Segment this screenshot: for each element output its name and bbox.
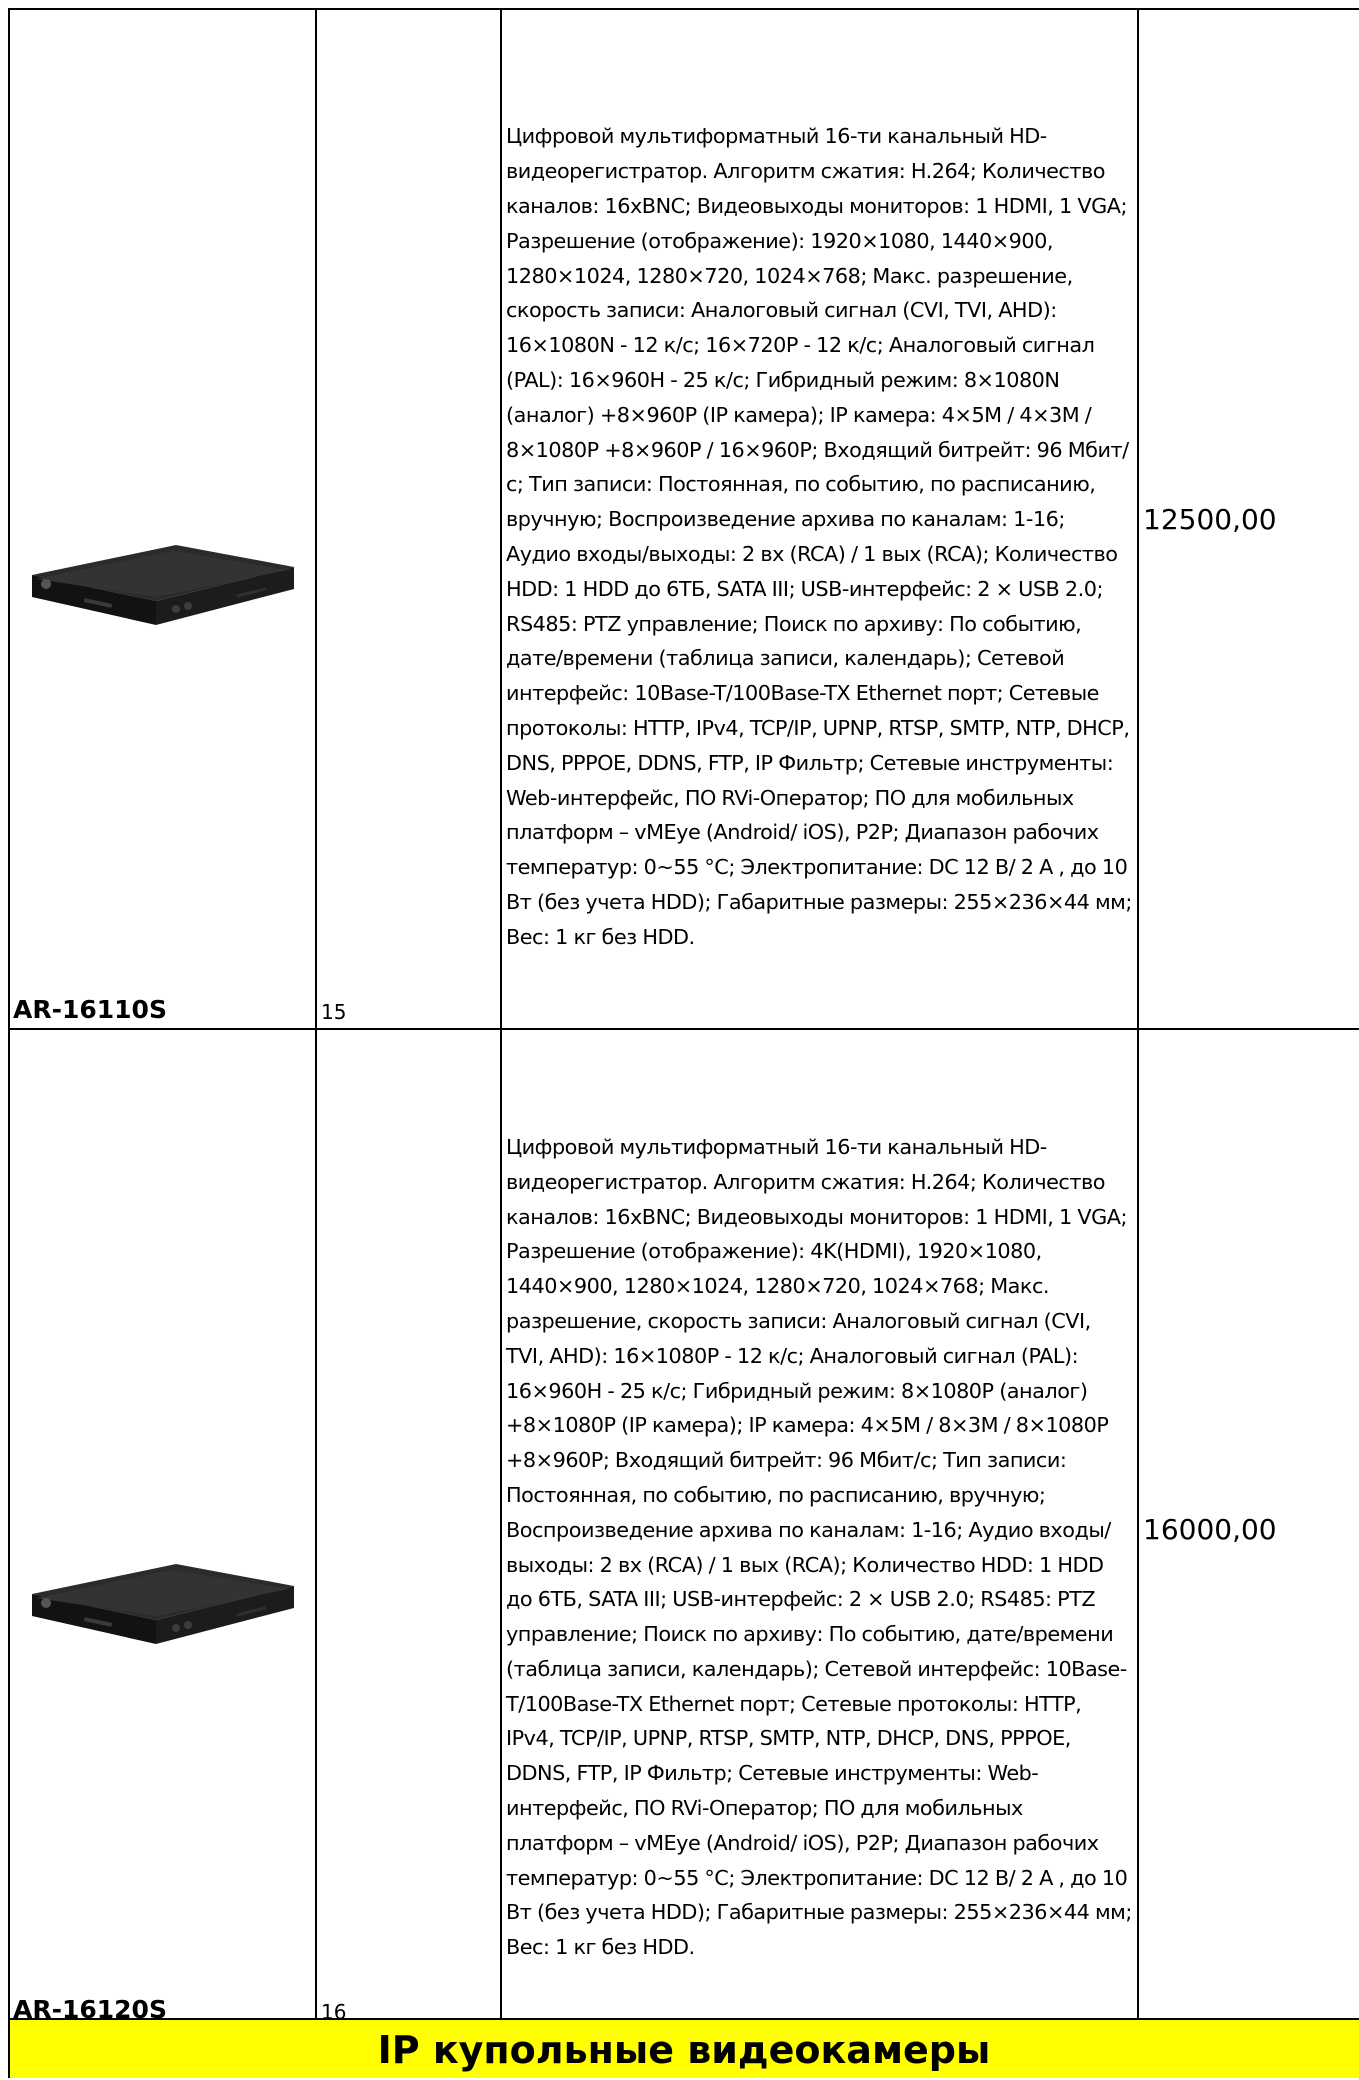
number-cell: 15 [315, 8, 502, 1030]
table-row: AR-16120S 16 Цифровой мультиформатный 16… [8, 1028, 1359, 2030]
product-description: Цифровой мультиформатный 16-ти канальный… [506, 1134, 1132, 1960]
price-table: AR-16110S 15 Цифровой мультиформатный 16… [8, 8, 1359, 2030]
row-number: 15 [321, 1000, 347, 1024]
table-row: AR-16110S 15 Цифровой мультиформатный 16… [8, 8, 1359, 1030]
section-banner: IP купольные видеокамеры [8, 2018, 1359, 2078]
dvr-device-image [32, 1564, 294, 1644]
price-cell: 12500,00 [1137, 8, 1359, 1030]
dvr-device-image [32, 545, 294, 625]
model-cell: AR-16110S [8, 8, 317, 1030]
price-cell: 16000,00 [1137, 1028, 1359, 2030]
model-cell: AR-16120S [8, 1028, 317, 2030]
description-cell: Цифровой мультиформатный 16-ти канальный… [500, 1028, 1139, 2030]
number-cell: 16 [315, 1028, 502, 2030]
model-name: AR-16110S [13, 995, 167, 1024]
product-description: Цифровой мультиформатный 16-ти канальный… [506, 124, 1132, 949]
description-cell: Цифровой мультиформатный 16-ти канальный… [500, 8, 1139, 1030]
section-title: IP купольные видеокамеры [377, 2028, 991, 2072]
